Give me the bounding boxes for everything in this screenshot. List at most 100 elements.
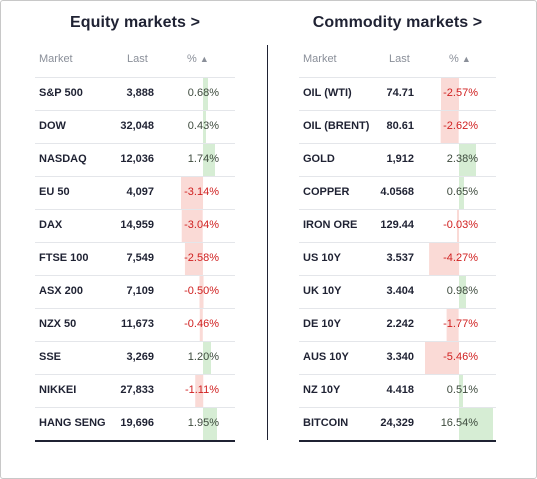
percent-change: 1.20% xyxy=(187,351,219,363)
last-value: 24,329 xyxy=(380,417,414,429)
percent-change: 0.43% xyxy=(187,120,219,132)
table-row[interactable]: COPPER 4.0568 0.65% xyxy=(299,176,496,209)
market-name: FTSE 100 xyxy=(39,252,89,264)
market-name: S&P 500 xyxy=(39,87,83,99)
table-row[interactable]: DAX 14,959 -3.04% xyxy=(35,209,235,242)
table-row[interactable]: NZ 10Y 4.418 0.51% xyxy=(299,374,496,407)
table-row[interactable]: IRON ORE 129.44 -0.03% xyxy=(299,209,496,242)
equity-table-header: Market Last % ▲ xyxy=(35,53,235,75)
table-row[interactable]: AUS 10Y 3.340 -5.46% xyxy=(299,341,496,374)
percent-change: 0.68% xyxy=(187,87,219,99)
last-value: 27,833 xyxy=(120,384,154,396)
change-bar xyxy=(203,111,206,143)
change-bar xyxy=(203,342,212,374)
last-value: 1,912 xyxy=(386,153,414,165)
table-row[interactable]: S&P 500 3,888 0.68% xyxy=(35,77,235,110)
last-value: 12,036 xyxy=(120,153,154,165)
change-bar xyxy=(203,144,216,176)
last-value: 4.418 xyxy=(386,384,414,396)
column-header-pct[interactable]: % ▲ xyxy=(449,53,471,65)
change-bar xyxy=(195,375,203,407)
pct-label: % xyxy=(449,53,459,65)
table-row[interactable]: BITCOIN 24,329 16.54% xyxy=(299,407,496,442)
last-value: 3,888 xyxy=(126,87,154,99)
change-bar xyxy=(459,276,466,308)
last-value: 80.61 xyxy=(386,120,414,132)
percent-change: -1.77% xyxy=(443,318,478,330)
last-value: 74.71 xyxy=(386,87,414,99)
column-header-market[interactable]: Market xyxy=(303,53,337,65)
table-row[interactable]: DE 10Y 2.242 -1.77% xyxy=(299,308,496,341)
market-name: DAX xyxy=(39,219,63,231)
last-value: 3.340 xyxy=(386,351,414,363)
table-row[interactable]: OIL (BRENT) 80.61 -2.62% xyxy=(299,110,496,143)
table-row[interactable]: NZX 50 11,673 -0.46% xyxy=(35,308,235,341)
change-bar xyxy=(459,375,463,407)
commodity-table-body: OIL (WTI) 74.71 -2.57% OIL (BRENT) 80.61 -2.6… xyxy=(299,77,496,442)
equity-table-body: S&P 500 3,888 0.68% DOW 32,048 0.43% NASDAQ 12,… xyxy=(35,77,235,442)
change-bar xyxy=(440,111,459,143)
table-row[interactable]: UK 10Y 3.404 0.98% xyxy=(299,275,496,308)
change-bar xyxy=(203,78,208,110)
change-bar xyxy=(429,243,459,275)
market-name: ASX 200 xyxy=(39,285,84,297)
table-row[interactable]: ASX 200 7,109 -0.50% xyxy=(35,275,235,308)
percent-change: -2.58% xyxy=(184,252,219,264)
percent-change: 0.98% xyxy=(446,285,478,297)
change-bar xyxy=(459,177,464,209)
column-header-last[interactable]: Last xyxy=(127,53,148,65)
percent-change: -3.04% xyxy=(184,219,219,231)
column-header-last[interactable]: Last xyxy=(389,53,410,65)
percent-change: -1.11% xyxy=(184,384,219,396)
percent-change: -5.46% xyxy=(443,351,478,363)
change-bar xyxy=(446,309,459,341)
change-bar xyxy=(425,342,459,374)
percent-change: 1.74% xyxy=(187,153,219,165)
table-row[interactable]: OIL (WTI) 74.71 -2.57% xyxy=(299,77,496,110)
last-value: 3.404 xyxy=(386,285,414,297)
percent-change: -0.03% xyxy=(443,219,478,231)
pct-label: % xyxy=(187,53,197,65)
change-bar xyxy=(181,177,203,209)
column-header-pct[interactable]: % ▲ xyxy=(187,53,209,65)
market-name: OIL (WTI) xyxy=(303,87,352,99)
table-row[interactable]: SSE 3,269 1.20% xyxy=(35,341,235,374)
commodity-title-link[interactable]: Commodity markets > xyxy=(312,14,483,31)
percent-change: -3.14% xyxy=(184,186,219,198)
last-value: 4,097 xyxy=(126,186,154,198)
table-row[interactable]: NIKKEI 27,833 -1.11% xyxy=(35,374,235,407)
market-name: NIKKEI xyxy=(39,384,77,396)
percent-change: -0.50% xyxy=(184,285,219,297)
table-row[interactable]: DOW 32,048 0.43% xyxy=(35,110,235,143)
market-name: UK 10Y xyxy=(303,285,342,297)
market-name: DE 10Y xyxy=(303,318,341,330)
percent-change: 1.95% xyxy=(187,417,219,429)
percent-change: -4.27% xyxy=(443,252,478,264)
column-header-market[interactable]: Market xyxy=(39,53,73,65)
market-name: IRON ORE xyxy=(303,219,358,231)
change-bar xyxy=(203,408,217,440)
market-name: EU 50 xyxy=(39,186,70,198)
last-value: 19,696 xyxy=(120,417,154,429)
market-name: NZ 10Y xyxy=(303,384,341,396)
change-bar xyxy=(441,78,459,110)
percent-change: -2.62% xyxy=(443,120,478,132)
last-value: 7,109 xyxy=(126,285,154,297)
table-row[interactable]: EU 50 4,097 -3.14% xyxy=(35,176,235,209)
table-row[interactable]: FTSE 100 7,549 -2.58% xyxy=(35,242,235,275)
last-value: 4.0568 xyxy=(380,186,414,198)
table-row[interactable]: GOLD 1,912 2.38% xyxy=(299,143,496,176)
last-value: 3,269 xyxy=(126,351,154,363)
table-row[interactable]: HANG SENG 19,696 1.95% xyxy=(35,407,235,442)
last-value: 2.242 xyxy=(386,318,414,330)
last-value: 3.537 xyxy=(386,252,414,264)
equity-title-link[interactable]: Equity markets > xyxy=(69,14,201,31)
market-name: COPPER xyxy=(303,186,350,198)
market-name: HANG SENG xyxy=(39,417,106,429)
table-row[interactable]: NASDAQ 12,036 1.74% xyxy=(35,143,235,176)
table-row[interactable]: US 10Y 3.537 -4.27% xyxy=(299,242,496,275)
last-value: 11,673 xyxy=(120,318,154,330)
last-value: 129.44 xyxy=(380,219,414,231)
change-bar xyxy=(459,144,476,176)
